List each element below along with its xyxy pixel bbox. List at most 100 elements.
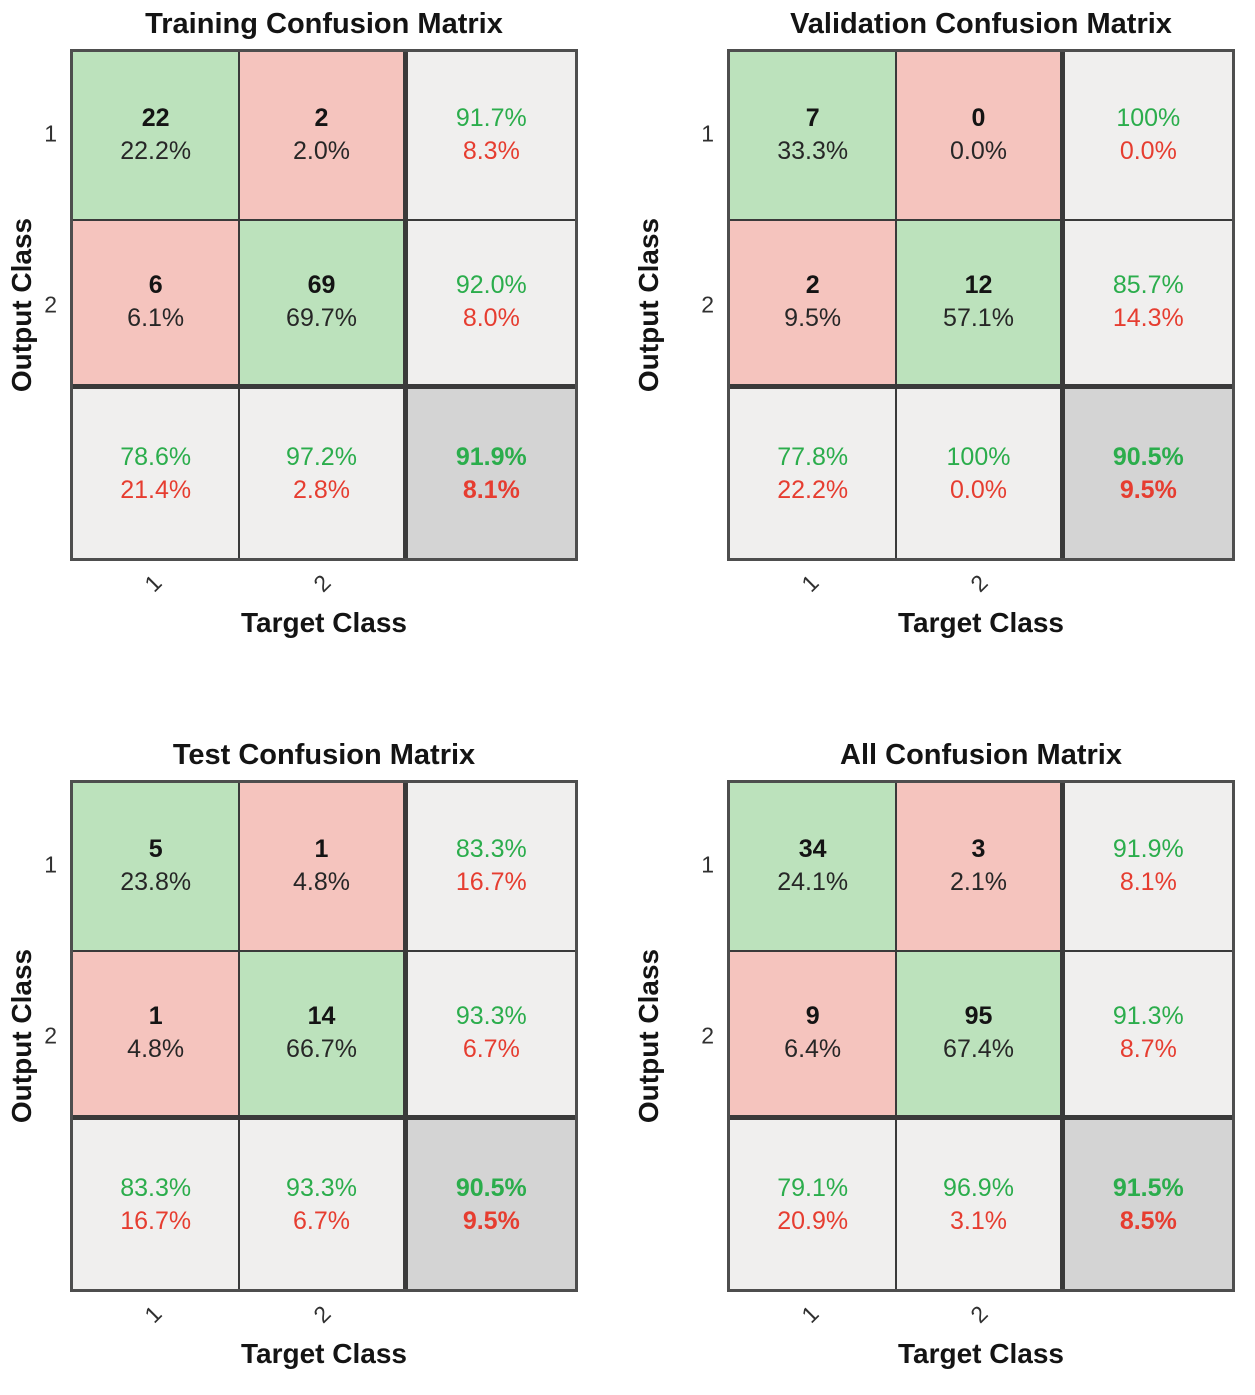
count-value: 2 <box>805 271 820 300</box>
cell-r2c2-count: 69 69.7% <box>240 220 408 390</box>
cell-r1c2-count: 2 2.0% <box>240 52 408 221</box>
cell-r3c2-col-summary: 93.3% 6.7% <box>240 1120 408 1289</box>
count-value: 5 <box>148 835 163 864</box>
summary-error-percent: 16.7% <box>455 868 527 897</box>
test-confusion-matrix-panel: Test Confusion Matrix Output Class 1 2 5… <box>0 739 627 1370</box>
x-tick-label: 2 <box>965 1300 993 1328</box>
cell-r2c3-row-summary: 92.0% 8.0% <box>407 220 575 390</box>
summary-correct-percent: 91.7% <box>455 104 527 133</box>
summary-correct-percent: 79.1% <box>777 1173 849 1202</box>
cell-r1c3-row-summary: 91.9% 8.1% <box>1064 783 1232 952</box>
summary-error-percent: 20.9% <box>777 1206 849 1235</box>
count-value: 2 <box>314 104 329 133</box>
y-tick-label: 2 <box>44 291 57 318</box>
cell-r3c3-overall-accuracy: 90.5% 9.5% <box>407 1120 575 1289</box>
summary-correct-percent: 92.0% <box>455 271 527 300</box>
y-axis-label: Output Class <box>6 948 37 1124</box>
y-tick-label: 1 <box>44 851 57 878</box>
count-percent: 69.7% <box>286 304 357 333</box>
summary-error-percent: 14.3% <box>1112 304 1184 333</box>
confusion-matrix-grid: 5 23.8% 1 4.8% 83.3% 16.7% 1 4.8% 14 66.… <box>70 780 578 1292</box>
cell-r1c2-count: 3 2.1% <box>897 783 1065 952</box>
overall-error-percent: 8.5% <box>1119 1206 1177 1235</box>
cell-r1c1-count: 34 24.1% <box>730 783 898 952</box>
summary-correct-percent: 93.3% <box>455 1002 527 1031</box>
summary-correct-percent: 85.7% <box>1112 271 1184 300</box>
cell-r2c2-count: 95 67.4% <box>897 951 1065 1121</box>
y-axis-label: Output Class <box>6 217 37 393</box>
y-tick-label: 2 <box>44 1022 57 1049</box>
x-axis: 1 2 <box>727 1292 1235 1338</box>
summary-error-percent: 0.0% <box>1119 137 1177 166</box>
x-axis: 1 2 <box>727 561 1235 607</box>
cell-r3c1-col-summary: 83.3% 16.7% <box>73 1120 241 1289</box>
count-value: 1 <box>314 835 329 864</box>
overall-error-percent: 9.5% <box>1119 475 1177 504</box>
count-percent: 6.1% <box>127 304 185 333</box>
cell-r1c2-count: 0 0.0% <box>897 52 1065 221</box>
cell-r1c1-count: 22 22.2% <box>73 52 241 221</box>
x-axis-label: Target Class <box>241 1338 407 1369</box>
overall-accuracy-percent: 91.9% <box>455 442 527 471</box>
summary-correct-percent: 100% <box>946 442 1011 471</box>
x-tick-label: 2 <box>308 569 336 597</box>
count-value: 3 <box>971 835 986 864</box>
x-axis-label: Target Class <box>898 607 1064 638</box>
summary-error-percent: 0.0% <box>950 475 1007 504</box>
x-axis: 1 2 <box>70 1292 578 1338</box>
overall-accuracy-percent: 90.5% <box>1112 442 1184 471</box>
summary-error-percent: 6.7% <box>462 1035 520 1064</box>
summary-correct-percent: 91.9% <box>1112 835 1184 864</box>
count-percent: 4.8% <box>127 1035 185 1064</box>
cell-r3c3-overall-accuracy: 91.5% 8.5% <box>1064 1120 1232 1289</box>
cell-r2c3-row-summary: 85.7% 14.3% <box>1064 220 1232 390</box>
x-tick-label: 2 <box>965 569 993 597</box>
summary-error-percent: 22.2% <box>777 475 849 504</box>
cell-r2c2-count: 14 66.7% <box>240 951 408 1121</box>
cell-r1c1-count: 5 23.8% <box>73 783 241 952</box>
y-tick-label: 2 <box>701 1022 714 1049</box>
cell-r3c3-overall-accuracy: 91.9% 8.1% <box>407 389 575 558</box>
cell-r2c1-count: 9 6.4% <box>730 951 898 1121</box>
summary-error-percent: 3.1% <box>950 1206 1007 1235</box>
cell-r2c1-count: 6 6.1% <box>73 220 241 390</box>
y-tick-label: 1 <box>701 851 714 878</box>
y-axis-label: Output Class <box>633 948 664 1124</box>
x-axis: 1 2 <box>70 561 578 607</box>
cell-r2c1-count: 2 9.5% <box>730 220 898 390</box>
cell-r2c3-row-summary: 91.3% 8.7% <box>1064 951 1232 1121</box>
chart-title: Test Confusion Matrix <box>172 739 476 771</box>
cell-r1c2-count: 1 4.8% <box>240 783 408 952</box>
summary-correct-percent: 93.3% <box>286 1173 357 1202</box>
confusion-matrix-grid: 7 33.3% 0 0.0% 100% 0.0% 2 9.5% 12 57.1%… <box>727 49 1235 561</box>
overall-error-percent: 8.1% <box>462 475 520 504</box>
summary-correct-percent: 100% <box>1116 104 1181 133</box>
y-axis-label: Output Class <box>633 217 664 393</box>
x-tick-label: 1 <box>796 569 824 597</box>
summary-correct-percent: 83.3% <box>120 1173 192 1202</box>
summary-error-percent: 2.8% <box>293 475 350 504</box>
summary-correct-percent: 83.3% <box>455 835 527 864</box>
count-value: 22 <box>141 104 170 133</box>
count-percent: 2.1% <box>950 868 1007 897</box>
cell-r3c1-col-summary: 77.8% 22.2% <box>730 389 898 558</box>
count-percent: 22.2% <box>120 137 192 166</box>
summary-error-percent: 21.4% <box>120 475 192 504</box>
cell-r3c2-col-summary: 96.9% 3.1% <box>897 1120 1065 1289</box>
summary-error-percent: 6.7% <box>293 1206 350 1235</box>
y-axis: Output Class 1 2 <box>0 780 70 1292</box>
count-value: 69 <box>307 271 336 300</box>
x-tick-label: 2 <box>308 1300 336 1328</box>
training-confusion-matrix-panel: Training Confusion Matrix Output Class 1… <box>0 8 627 639</box>
y-tick-label: 1 <box>44 120 57 147</box>
count-value: 1 <box>148 1002 163 1031</box>
summary-correct-percent: 78.6% <box>120 442 192 471</box>
cell-r2c2-count: 12 57.1% <box>897 220 1065 390</box>
overall-accuracy-percent: 90.5% <box>455 1173 527 1202</box>
x-axis-label: Target Class <box>241 607 407 638</box>
count-value: 7 <box>805 104 820 133</box>
cell-r3c2-col-summary: 97.2% 2.8% <box>240 389 408 558</box>
validation-confusion-matrix-panel: Validation Confusion Matrix Output Class… <box>627 8 1255 639</box>
count-percent: 57.1% <box>943 304 1014 333</box>
